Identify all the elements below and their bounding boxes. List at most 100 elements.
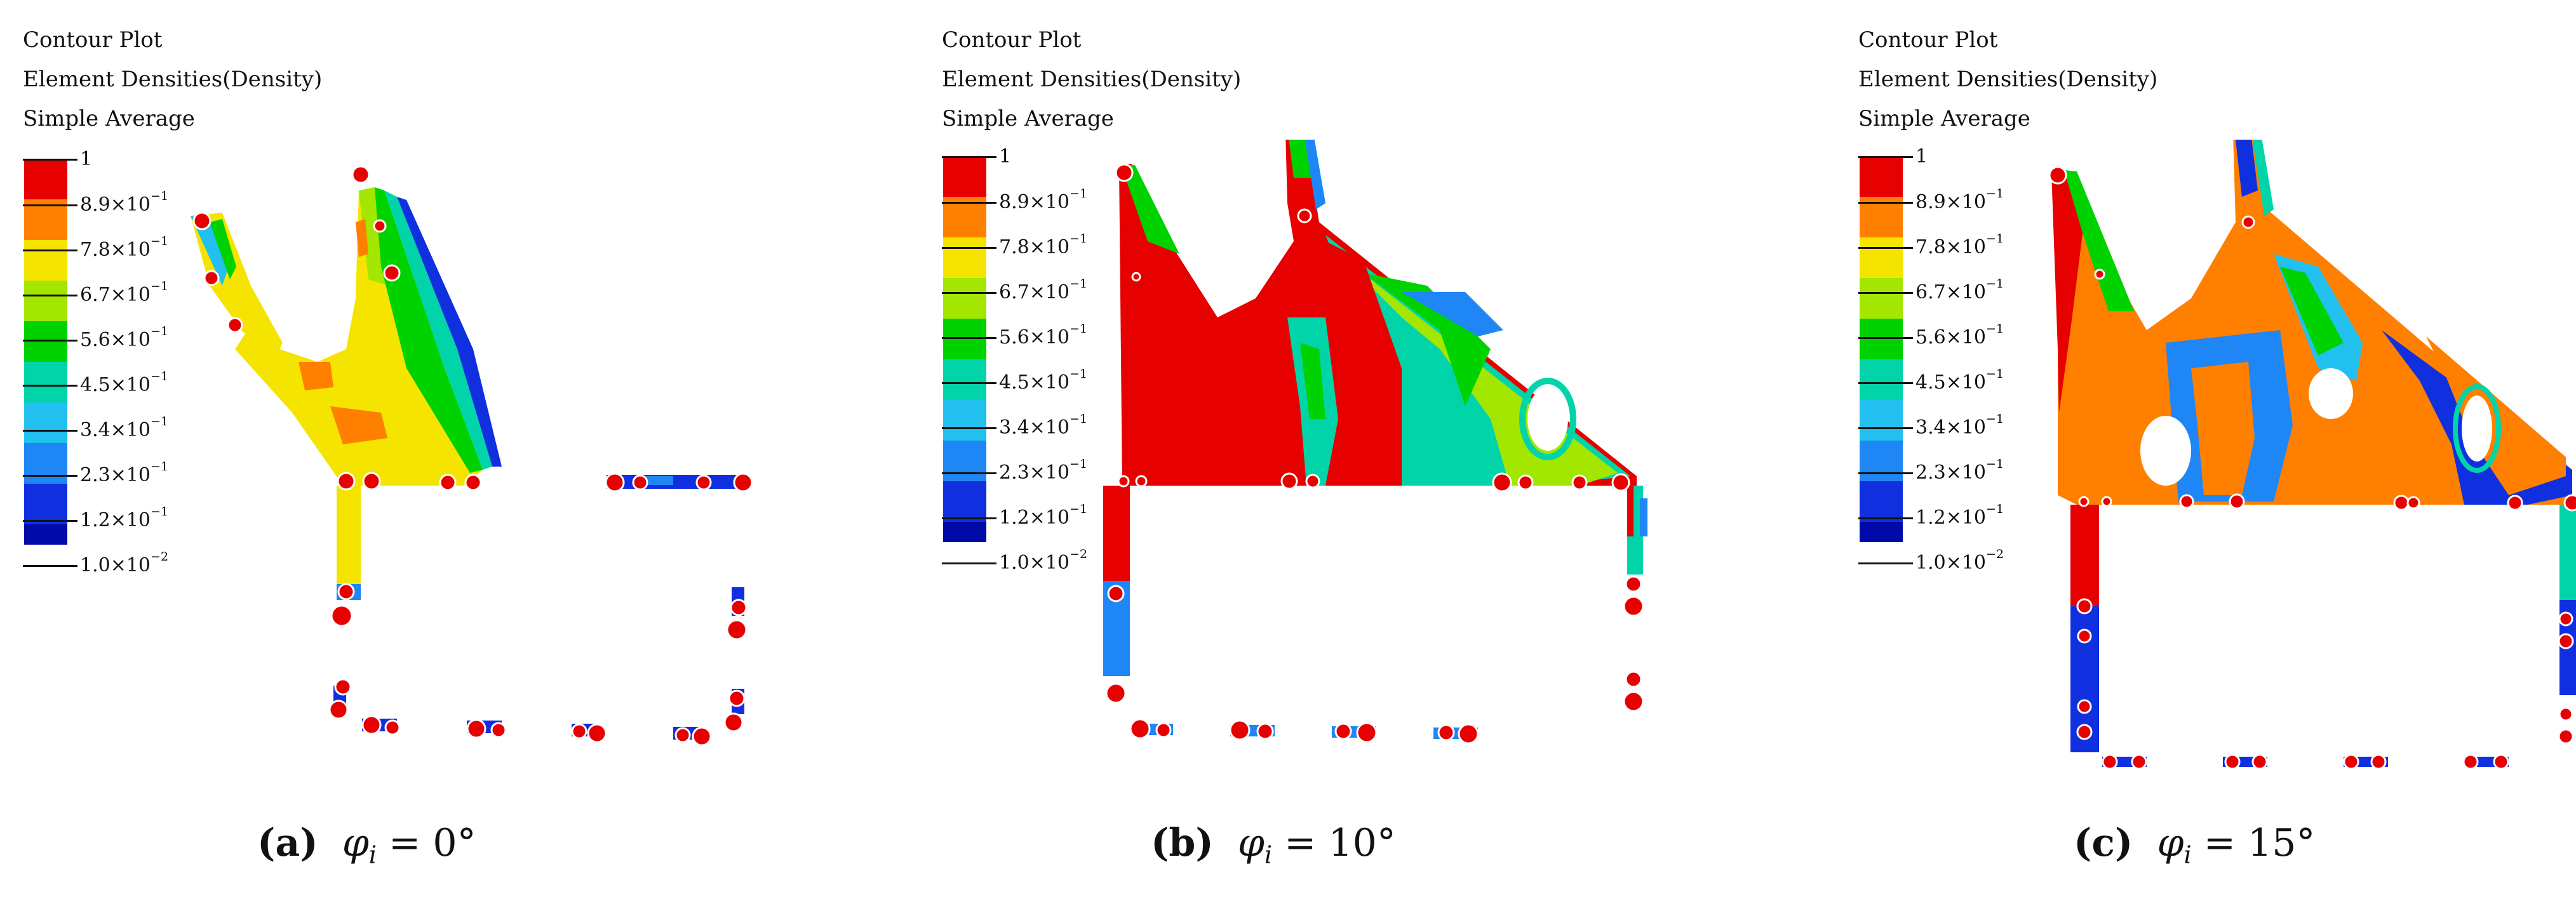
plot-header-title: Contour Plot (1858, 27, 1998, 53)
legend-tick (1858, 202, 1913, 204)
plot-header-title: Contour Plot (23, 27, 163, 53)
constraint-markers (1105, 163, 1644, 745)
density-contour-plot-a (191, 165, 753, 747)
legend-swatch (1860, 237, 1903, 278)
legend-tick (942, 562, 996, 564)
legend-label: 8.9×10−1 (1915, 186, 2004, 213)
legend-swatch (1860, 481, 1903, 522)
panel-a: Contour Plot Element Densities(Density) … (0, 0, 859, 904)
legend-tick (1858, 517, 1913, 519)
legend-swatch (943, 441, 986, 481)
legend-tick (942, 156, 996, 158)
legend-swatch (1860, 400, 1903, 441)
legend-label: 1.2×10−1 (80, 504, 169, 531)
legend-tick (23, 295, 77, 296)
legend-label-max: 1 (1915, 145, 1928, 168)
legend-label: 7.8×10−1 (80, 234, 169, 261)
legend-label: 5.6×10−1 (1915, 321, 2004, 349)
legend-tick (23, 159, 77, 161)
legend-label: 3.4×10−1 (1915, 411, 2004, 439)
plot-header-averaging: Simple Average (1858, 106, 2030, 131)
legend-tick (1858, 562, 1913, 564)
panel-b: Contour Plot Element Densities(Density) … (919, 0, 1778, 904)
legend-tick (942, 427, 996, 429)
legend-label: 6.7×10−1 (999, 276, 1088, 303)
legend-label: 1.0×10−2 (999, 547, 1088, 574)
plot-header-quantity: Element Densities(Density) (1858, 67, 2158, 92)
structure-region (191, 187, 746, 740)
legend-swatch (1860, 441, 1903, 481)
legend-label: 3.4×10−1 (80, 414, 169, 441)
legend-label: 4.5×10−1 (999, 366, 1088, 394)
structure-region (1103, 140, 1647, 739)
legend-label: 6.7×10−1 (1915, 276, 2004, 303)
legend-tick (23, 520, 77, 522)
legend-label: 4.5×10−1 (1915, 366, 2004, 394)
legend-tick (23, 249, 77, 251)
density-contour-plot-b (1103, 140, 1647, 745)
legend-swatch (943, 237, 986, 278)
legend-label: 7.8×10−1 (1915, 231, 2004, 258)
legend-swatch (24, 321, 67, 362)
legend-swatch (24, 443, 67, 484)
legend-swatch (24, 524, 67, 545)
legend-tick (23, 430, 77, 432)
legend-label: 4.5×10−1 (80, 369, 169, 396)
legend-swatch (24, 484, 67, 524)
legend-swatch (1860, 156, 1903, 197)
legend-swatch (1860, 278, 1903, 319)
legend-tick (1858, 292, 1913, 294)
legend-tick (23, 475, 77, 477)
legend-swatch (24, 281, 67, 321)
legend-label: 8.9×10−1 (999, 186, 1088, 213)
legend-swatch (943, 319, 986, 359)
plot-header-quantity: Element Densities(Density) (942, 67, 1242, 92)
panel-caption-a: (a) φi = 0° (257, 821, 476, 869)
legend-tick (1858, 427, 1913, 429)
legend-label: 3.4×10−1 (999, 411, 1088, 439)
density-contour-plot-c (2048, 140, 2576, 770)
panel-caption-c: (c) φi = 15° (2074, 821, 2316, 869)
density-legend: 1 8.9×10−1 7.8×10−1 6.7×10−1 5.6×10−1 4.… (1858, 147, 2049, 573)
legend-tick (1858, 382, 1913, 384)
legend-swatch (24, 362, 67, 402)
legend-tick (1858, 472, 1913, 474)
legend-swatch (24, 240, 67, 281)
legend-label: 8.9×10−1 (80, 189, 169, 216)
legend-swatch (24, 159, 67, 199)
legend-label: 1.2×10−1 (1915, 502, 2004, 529)
plot-header-averaging: Simple Average (942, 106, 1114, 131)
structure-region (2051, 140, 2576, 767)
plot-header-quantity: Element Densities(Density) (23, 67, 323, 92)
legend-label: 6.7×10−1 (80, 279, 169, 306)
constraint-markers (2048, 166, 2576, 770)
legend-label: 7.8×10−1 (999, 231, 1088, 258)
legend-tick (942, 202, 996, 204)
panel-caption-b: (b) φi = 10° (1151, 821, 1396, 869)
legend-tick (942, 472, 996, 474)
plot-header-averaging: Simple Average (23, 106, 195, 131)
legend-swatch (943, 481, 986, 522)
legend-tick (942, 337, 996, 339)
legend-label: 1.0×10−2 (80, 549, 169, 576)
legend-tick (942, 382, 996, 384)
legend-label: 5.6×10−1 (80, 324, 169, 351)
legend-swatch (1860, 319, 1903, 359)
legend-label: 2.3×10−1 (80, 459, 169, 486)
constraint-markers (192, 165, 753, 747)
density-legend: 1 8.9×10−1 7.8×10−1 6.7×10−1 5.6×10−1 4.… (23, 150, 213, 575)
legend-tick (942, 247, 996, 249)
panel-c: Contour Plot Element Densities(Density) … (1835, 0, 2576, 904)
legend-tick (942, 517, 996, 519)
plot-header-title: Contour Plot (942, 27, 1082, 53)
legend-tick (1858, 156, 1913, 158)
legend-swatch (943, 278, 986, 319)
legend-label: 1.2×10−1 (999, 502, 1088, 529)
legend-tick (942, 292, 996, 294)
legend-label: 5.6×10−1 (999, 321, 1088, 349)
legend-label: 2.3×10−1 (1915, 456, 2004, 484)
legend-swatch (24, 402, 67, 443)
legend-tick (23, 204, 77, 206)
legend-tick (23, 340, 77, 342)
legend-swatch (1860, 359, 1903, 400)
